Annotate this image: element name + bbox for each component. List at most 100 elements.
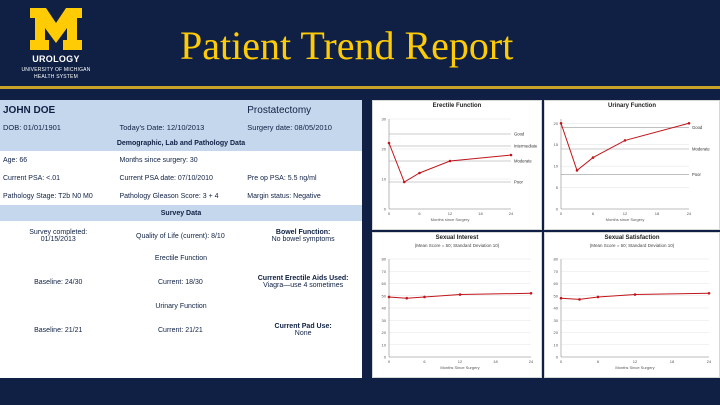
pad-use-value: None — [294, 330, 312, 337]
survey-completed-date: 01/15/2013 — [40, 236, 76, 243]
y-tick-label: 30 — [382, 318, 387, 323]
data-point — [418, 171, 421, 175]
band-label: Poor — [514, 180, 523, 185]
y-tick-label: 60 — [382, 281, 387, 286]
bowel-function-label: Bowel Function: — [275, 229, 331, 236]
procedure-name: Prostatectomy — [244, 100, 362, 120]
erectile-aids-label: Current Erectile Aids Used: — [257, 275, 349, 282]
survey-completed-label: Survey completed: — [29, 229, 88, 236]
x-tick-label: 12 — [633, 359, 638, 364]
erectile-baseline-field: Baseline: 24/30 — [34, 278, 83, 286]
y-tick-label: 50 — [382, 293, 387, 298]
y-tick-label: 60 — [554, 281, 559, 286]
data-point — [707, 292, 711, 295]
bowel-function-value: No bowel symptoms — [271, 236, 335, 243]
x-axis-label: Months Since Surgery — [440, 365, 479, 370]
title-underline — [0, 86, 720, 89]
today-date-field: Today's Date: 12/10/2013 — [116, 120, 245, 135]
data-point — [458, 293, 462, 296]
y-tick-label: 20 — [554, 121, 559, 126]
y-tick-label: 10 — [554, 164, 559, 169]
y-tick-label: 15 — [554, 142, 559, 147]
x-tick-label: 6 — [423, 359, 426, 364]
chart-subtitle: (Mean Score = 50; Standard Deviation 10) — [414, 243, 500, 248]
chart-svg: 0 10 20 30 Good Intermediate Moderate Poor 0 6 12 1… — [382, 117, 538, 223]
y-tick-label: 0 — [556, 355, 559, 360]
y-tick-label: 0 — [384, 355, 387, 360]
x-tick-label: 6 — [592, 211, 595, 216]
patient-summary-table: JOHN DOE Prostatectomy DOB: 01/01/1901 T… — [0, 100, 362, 378]
age-field: Age: 66 — [3, 156, 28, 164]
chart-svg: 0 5 10 15 20 Good Moderate Poor 0 6 12 18 24 Months s… — [554, 119, 710, 222]
survey-heading: Survey Data — [0, 205, 362, 221]
y-tick-label: 70 — [554, 269, 559, 274]
x-tick-label: 12 — [458, 359, 463, 364]
urinary-function-heading: Urinary Function — [155, 302, 207, 310]
gleason-score-field: Pathology Gleason Score: 3 + 4 — [119, 192, 219, 200]
x-tick-label: 6 — [418, 211, 421, 216]
erectile-current-field: Current: 18/30 — [158, 278, 203, 286]
y-tick-label: 10 — [554, 342, 559, 347]
data-point — [633, 293, 637, 296]
quality-of-life-field: Quality of Life (current): 8/10 — [136, 232, 225, 240]
data-point — [387, 295, 391, 299]
data-point — [559, 121, 563, 125]
data-point — [687, 121, 691, 125]
data-point — [529, 292, 533, 295]
x-tick-label: 18 — [655, 211, 660, 216]
y-tick-label: 0 — [556, 207, 559, 212]
data-point — [575, 169, 579, 172]
y-tick-label: 70 — [382, 269, 387, 274]
data-point — [509, 153, 513, 157]
current-psa-field: Current PSA: <.01 — [3, 174, 61, 182]
data-point — [387, 141, 391, 145]
y-tick-label: 40 — [382, 306, 387, 311]
block-m-logo-icon — [30, 8, 82, 50]
x-tick-label: 18 — [478, 211, 483, 216]
y-tick-label: 5 — [556, 185, 559, 190]
x-tick-label: 18 — [493, 359, 498, 364]
dob-field: DOB: 01/01/1901 — [0, 120, 117, 135]
demographics-heading: Demographic, Lab and Pathology Data — [0, 135, 362, 151]
data-point — [623, 139, 627, 142]
chart-title: Erectile Function — [432, 103, 482, 109]
pathology-stage-field: Pathology Stage: T2b N0 M0 — [3, 192, 93, 200]
y-tick-label: 50 — [554, 293, 559, 298]
data-point — [591, 156, 595, 159]
page-title: Patient Trend Report — [180, 23, 514, 68]
x-tick-label: 24 — [707, 359, 712, 364]
x-axis-label: Months since Surgery — [606, 217, 645, 222]
data-point — [405, 296, 409, 300]
data-point — [423, 295, 426, 299]
sexual-interest-chart: Sexual Interest (Mean Score = 50; Standa… — [372, 232, 542, 378]
band-label: Good — [692, 125, 703, 130]
x-tick-label: 12 — [448, 211, 453, 216]
x-tick-label: 24 — [687, 211, 692, 216]
x-tick-label: 0 — [560, 211, 563, 216]
y-tick-label: 10 — [382, 342, 387, 347]
y-tick-label: 0 — [384, 207, 387, 212]
pad-use-label: Current Pad Use: — [274, 323, 332, 330]
erectile-aids-value: Viagra—use 4 sometimes — [263, 282, 344, 289]
university-logo: UROLOGY UNIVERSITY OF MICHIGAN HEALTH SY… — [14, 8, 98, 84]
chart-subtitle: (Mean Score = 50; Standard Deviation 10) — [589, 243, 675, 248]
x-tick-label: 0 — [388, 211, 391, 216]
data-point — [578, 298, 581, 301]
erectile-function-chart: Erectile Function 0 10 20 30 Good Intermediat… — [372, 100, 542, 230]
x-axis-label: Months since Surgery — [431, 217, 470, 222]
y-tick-label: 40 — [554, 306, 559, 311]
x-tick-label: 18 — [670, 359, 675, 364]
y-tick-label: 20 — [554, 330, 559, 335]
chart-title: Sexual Interest — [435, 235, 479, 241]
months-since-surgery-field: Months since surgery: 30 — [119, 156, 198, 164]
erectile-function-heading: Erectile Function — [154, 254, 208, 262]
y-tick-label: 20 — [382, 147, 387, 152]
urinary-baseline-field: Baseline: 21/21 — [34, 326, 83, 334]
y-tick-label: 10 — [382, 177, 387, 182]
data-point — [596, 295, 600, 299]
y-tick-label: 30 — [554, 318, 559, 323]
y-tick-label: 30 — [382, 117, 387, 122]
trend-charts-panel: Erectile Function 0 10 20 30 Good Intermediat… — [372, 100, 720, 378]
band-label: Intermediate — [514, 144, 538, 149]
chart-title: Urinary Function — [607, 103, 656, 109]
